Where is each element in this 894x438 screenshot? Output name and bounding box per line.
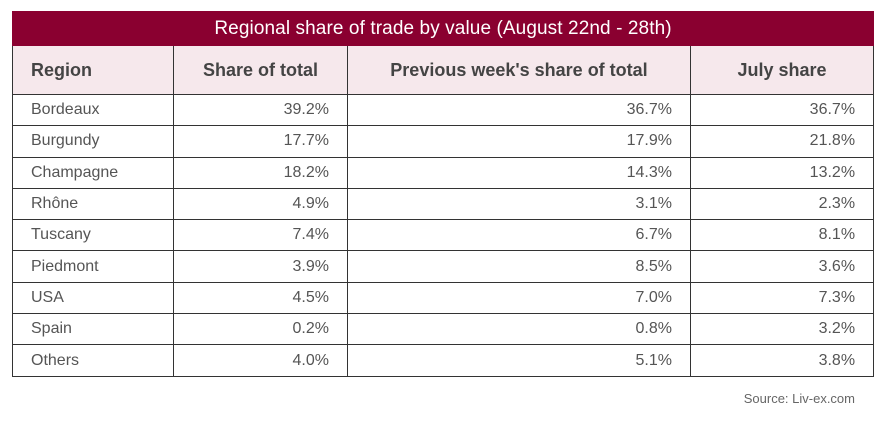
prev-week-cell: 8.5% (347, 250, 691, 283)
prev-week-cell: 7.0% (347, 281, 691, 315)
region-cell: Champagne (12, 156, 174, 189)
column-header-prev-week: Previous week's share of total (347, 45, 691, 95)
july-cell: 21.8% (689, 125, 875, 158)
table-title-row: Regional share of trade by value (August… (11, 11, 875, 46)
july-cell: 3.8% (689, 344, 875, 377)
prev-week-cell: 17.9% (347, 125, 691, 158)
region-cell: Rhône (12, 187, 174, 221)
share-cell: 0.2% (173, 313, 348, 346)
share-cell: 4.5% (173, 281, 348, 315)
column-header-share: Share of total (173, 45, 348, 95)
region-cell: Spain (12, 313, 174, 346)
prev-week-cell: 14.3% (347, 156, 691, 189)
column-header-region: Region (12, 45, 174, 95)
table-row: Others 4.0% 5.1% 3.8% (12, 344, 875, 377)
column-header-july: July share (689, 45, 875, 95)
share-cell: 17.7% (173, 125, 348, 158)
table-row: Rhône 4.9% 3.1% 2.3% (12, 187, 875, 221)
prev-week-cell: 5.1% (347, 344, 691, 377)
table-row: Bordeaux 39.2% 36.7% 36.7% (12, 93, 875, 127)
july-cell: 3.6% (689, 250, 875, 283)
prev-week-cell: 3.1% (347, 187, 691, 221)
trade-share-table: Regional share of trade by value (August… (11, 11, 875, 377)
july-cell: 7.3% (689, 281, 875, 315)
share-cell: 3.9% (173, 250, 348, 283)
share-cell: 4.9% (173, 187, 348, 221)
region-cell: Piedmont (12, 250, 174, 283)
source-note: Source: Liv-ex.com (743, 391, 855, 406)
region-cell: Bordeaux (12, 93, 174, 127)
table-row: Burgundy 17.7% 17.9% 21.8% (12, 125, 875, 158)
july-cell: 8.1% (689, 219, 875, 252)
region-cell: Burgundy (12, 125, 174, 158)
table-row: USA 4.5% 7.0% 7.3% (12, 281, 875, 315)
region-cell: USA (12, 281, 174, 315)
july-cell: 2.3% (689, 187, 875, 221)
region-cell: Tuscany (12, 219, 174, 252)
prev-week-cell: 0.8% (347, 313, 691, 346)
table-header-row: Region Share of total Previous week's sh… (12, 45, 875, 95)
july-cell: 13.2% (689, 156, 875, 189)
share-cell: 39.2% (173, 93, 348, 127)
table-row: Piedmont 3.9% 8.5% 3.6% (12, 250, 875, 283)
trade-share-table-container: Regional share of trade by value (August… (11, 11, 875, 377)
prev-week-cell: 6.7% (347, 219, 691, 252)
july-cell: 3.2% (689, 313, 875, 346)
share-cell: 4.0% (173, 344, 348, 377)
table-row: Champagne 18.2% 14.3% 13.2% (12, 156, 875, 189)
share-cell: 7.4% (173, 219, 348, 252)
region-cell: Others (12, 344, 174, 377)
table-row: Tuscany 7.4% 6.7% 8.1% (12, 219, 875, 252)
table-title: Regional share of trade by value (August… (11, 11, 875, 46)
prev-week-cell: 36.7% (347, 93, 691, 127)
july-cell: 36.7% (689, 93, 875, 127)
share-cell: 18.2% (173, 156, 348, 189)
table-row: Spain 0.2% 0.8% 3.2% (12, 313, 875, 346)
